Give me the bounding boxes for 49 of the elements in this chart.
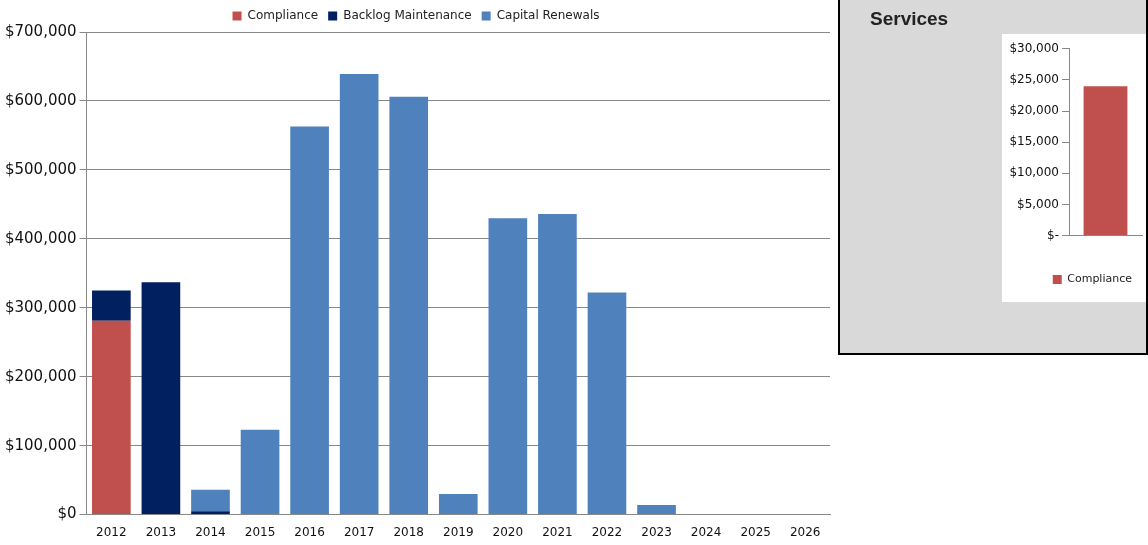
- x-tick-label: 2024: [690, 524, 722, 539]
- text: Services: [870, 7, 949, 29]
- y-tick-label: $700,000: [4, 21, 77, 40]
- x-tick-label: 2022: [591, 524, 623, 539]
- bar: [92, 320, 131, 515]
- x-tick-label: 2019: [443, 524, 474, 539]
- y-tick-label: $-: [1047, 227, 1059, 242]
- y-tick-label: $300,000: [4, 297, 77, 316]
- y-tick-label: $500,000: [4, 159, 77, 178]
- legend-label: Backlog Maintenance: [343, 8, 472, 23]
- bar: [438, 493, 478, 515]
- bar: [141, 282, 181, 515]
- y-tick-label: $0: [57, 504, 77, 523]
- x-tick-label: 2016: [294, 524, 325, 539]
- bar: [389, 96, 429, 515]
- y-tick-label: $20,000: [1009, 103, 1059, 118]
- x-tick-label: 2023: [641, 524, 672, 539]
- x-tick-label: 2017: [343, 524, 375, 539]
- bar: [538, 214, 577, 515]
- x-tick-label: 2014: [195, 524, 226, 539]
- x-tick-label: 2013: [145, 524, 177, 539]
- x-tick-label: 2018: [393, 524, 424, 539]
- bar: [290, 126, 329, 515]
- y-tick-label: $15,000: [1009, 134, 1059, 149]
- legend-label: Compliance: [1067, 272, 1133, 286]
- y-tick-label: $600,000: [4, 90, 77, 109]
- y-tick-label: $200,000: [4, 366, 77, 385]
- x-tick-label: 2025: [740, 524, 771, 539]
- bar: [92, 290, 131, 321]
- x-tick-label: 2012: [96, 524, 127, 539]
- legend-label: Capital Renewals: [496, 8, 600, 23]
- bar: [637, 504, 676, 515]
- y-tick-label: $30,000: [1009, 40, 1059, 55]
- bar: [339, 74, 379, 515]
- y-tick-label: $100,000: [4, 435, 77, 454]
- bar: [191, 511, 230, 515]
- x-tick-label: 2015: [244, 524, 276, 539]
- x-tick-label: 2021: [542, 524, 573, 539]
- bar: [240, 429, 280, 515]
- x-tick-label: 2020: [492, 524, 524, 539]
- bar: [587, 292, 627, 515]
- y-tick-label: $5,000: [1017, 196, 1059, 211]
- x-tick-label: 2026: [789, 524, 821, 539]
- y-tick-label: $10,000: [1009, 165, 1059, 180]
- y-tick-label: $25,000: [1009, 72, 1059, 87]
- legend-label: Compliance: [247, 8, 319, 23]
- bar: [488, 218, 528, 515]
- bar: [191, 489, 230, 512]
- y-tick-label: $400,000: [4, 228, 77, 247]
